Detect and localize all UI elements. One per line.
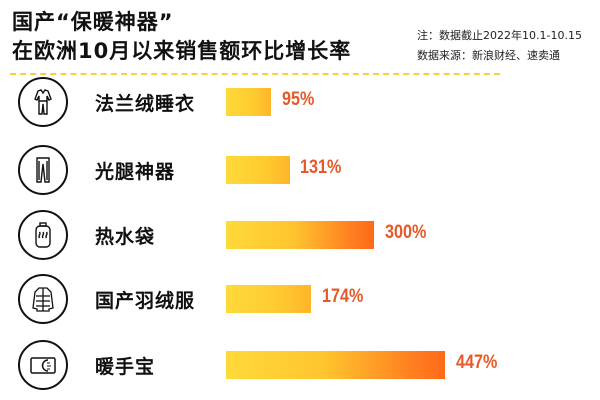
bar-174 bbox=[226, 285, 311, 313]
pajamas-icon bbox=[18, 77, 68, 127]
bar-300 bbox=[226, 221, 374, 249]
value-label: 174% bbox=[322, 286, 364, 307]
value-label: 300% bbox=[385, 222, 427, 243]
category-label: 法兰绒睡衣 bbox=[95, 93, 196, 115]
category-label: 热水袋 bbox=[95, 226, 156, 248]
bar-447 bbox=[226, 351, 445, 379]
bar-131 bbox=[226, 156, 290, 184]
chart-title-line1: 国产“保暖神器” bbox=[12, 10, 174, 34]
value-label: 131% bbox=[300, 157, 342, 178]
value-label: 447% bbox=[456, 352, 498, 373]
chart-title-line2: 在欧洲10月以来销售额环比增长率 bbox=[12, 39, 352, 63]
hand-warmer-icon bbox=[18, 340, 68, 390]
bar-row-down-jacket: 国产羽绒服 174% bbox=[0, 270, 600, 330]
hot-water-bottle-icon bbox=[18, 210, 68, 260]
category-label: 暖手宝 bbox=[95, 356, 156, 378]
bar-row-hot-water-bottle: 热水袋 300% bbox=[0, 206, 600, 266]
category-label: 光腿神器 bbox=[95, 161, 176, 183]
category-label: 国产羽绒服 bbox=[95, 290, 196, 312]
dashed-divider bbox=[10, 73, 500, 75]
date-note: 注：数据截止2022年10.1-10.15 bbox=[417, 29, 582, 42]
bar-95 bbox=[226, 88, 271, 116]
value-label: 95% bbox=[282, 89, 315, 110]
source-note: 数据来源：新浪财经、速卖通 bbox=[417, 49, 560, 62]
bar-row-pajamas: 法兰绒睡衣 95% bbox=[0, 73, 600, 133]
bar-row-hand-warmer: 暖手宝 447% bbox=[0, 336, 600, 396]
down-jacket-icon bbox=[18, 274, 68, 324]
leggings-icon bbox=[18, 145, 68, 195]
bar-row-leggings: 光腿神器 131% bbox=[0, 141, 600, 201]
